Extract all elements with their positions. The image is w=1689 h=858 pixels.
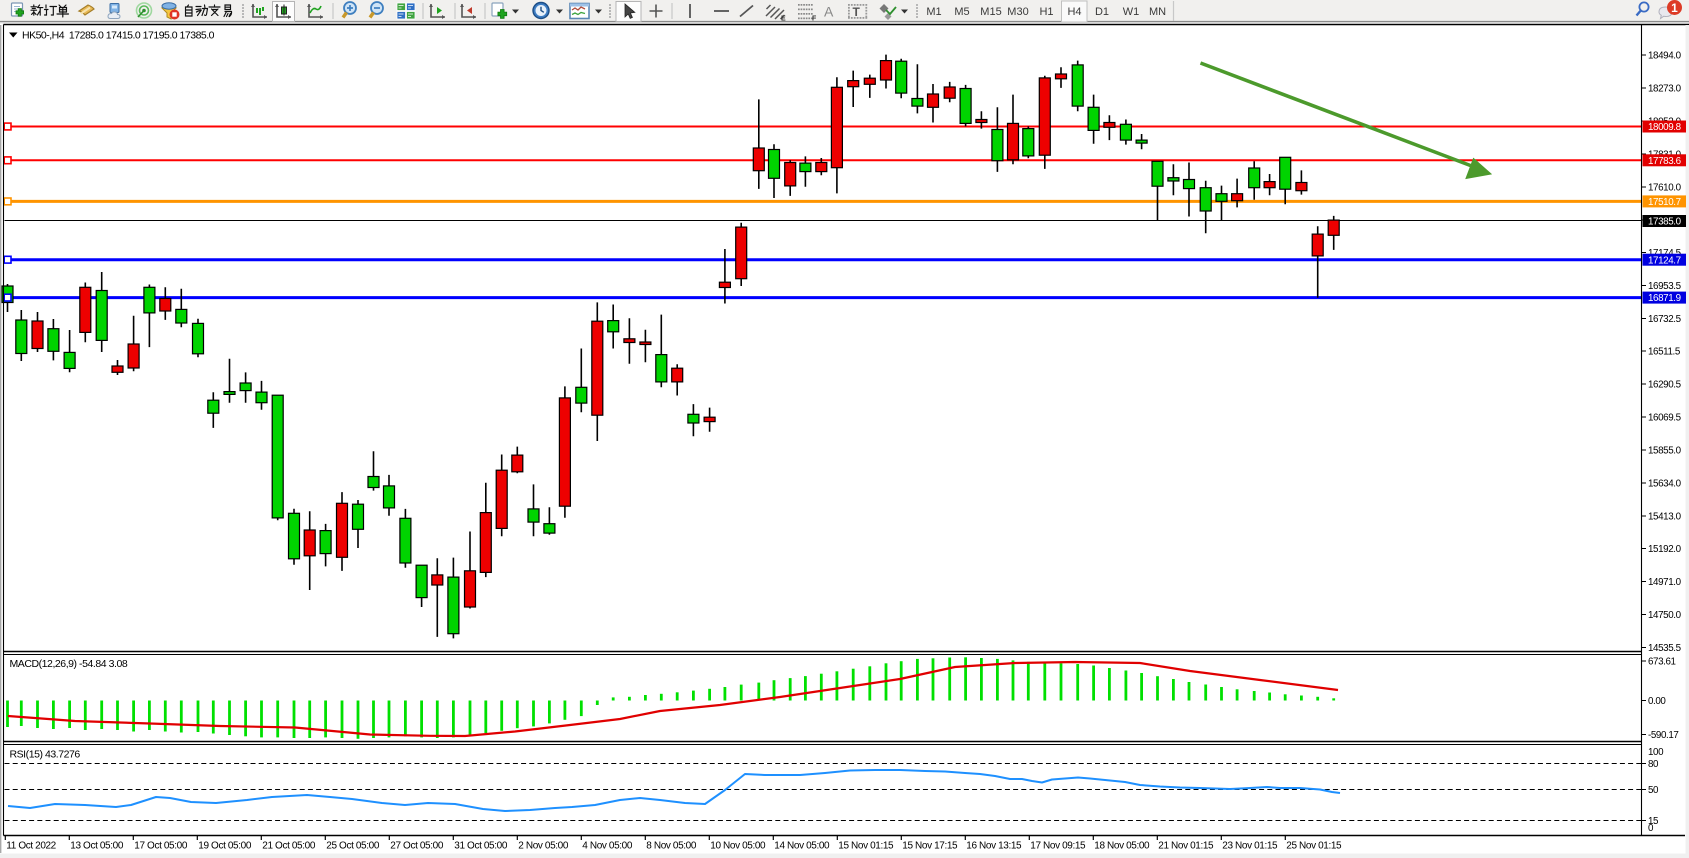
svg-text:16069.5: 16069.5 bbox=[1648, 413, 1682, 424]
svg-text:15855.0: 15855.0 bbox=[1648, 446, 1682, 457]
svg-text:15192.0: 15192.0 bbox=[1648, 544, 1682, 555]
svg-text:D1: D1 bbox=[1095, 6, 1109, 18]
svg-text:17610.0: 17610.0 bbox=[1648, 183, 1682, 194]
svg-text:18 Nov 05:00: 18 Nov 05:00 bbox=[1094, 841, 1150, 852]
svg-text:18273.0: 18273.0 bbox=[1648, 84, 1682, 95]
svg-text:21 Nov 01:15: 21 Nov 01:15 bbox=[1158, 841, 1214, 852]
svg-text:31 Oct 05:00: 31 Oct 05:00 bbox=[454, 841, 508, 852]
svg-text:13 Oct 05:00: 13 Oct 05:00 bbox=[70, 841, 124, 852]
svg-text:17124.7: 17124.7 bbox=[1648, 255, 1681, 266]
svg-text:4 Nov 05:00: 4 Nov 05:00 bbox=[582, 841, 633, 852]
svg-text:M5: M5 bbox=[954, 6, 969, 18]
svg-text:17385.0: 17385.0 bbox=[1648, 217, 1682, 228]
svg-text:15 Nov 01:15: 15 Nov 01:15 bbox=[838, 841, 894, 852]
svg-text:18009.8: 18009.8 bbox=[1648, 122, 1682, 133]
svg-text:0: 0 bbox=[1648, 823, 1654, 834]
svg-text:17174.5: 17174.5 bbox=[1648, 248, 1682, 259]
svg-text:17510.7: 17510.7 bbox=[1648, 197, 1681, 208]
svg-text:M15: M15 bbox=[980, 6, 1001, 18]
svg-text:18494.0: 18494.0 bbox=[1648, 51, 1682, 62]
svg-text:11 Oct 2022: 11 Oct 2022 bbox=[6, 841, 56, 852]
svg-text:MN: MN bbox=[1149, 6, 1166, 18]
svg-text:14971.0: 14971.0 bbox=[1648, 577, 1682, 588]
svg-text:RSI(15) 43.7276: RSI(15) 43.7276 bbox=[10, 749, 81, 761]
svg-text:25 Nov 01:15: 25 Nov 01:15 bbox=[1286, 841, 1342, 852]
svg-text:15413.0: 15413.0 bbox=[1648, 512, 1682, 523]
svg-text:27 Oct 05:00: 27 Oct 05:00 bbox=[390, 841, 444, 852]
svg-text:2 Nov 05:00: 2 Nov 05:00 bbox=[518, 841, 569, 852]
svg-text:15: 15 bbox=[1648, 816, 1659, 827]
svg-text:16290.5: 16290.5 bbox=[1648, 380, 1682, 391]
svg-text:23 Nov 01:15: 23 Nov 01:15 bbox=[1222, 841, 1278, 852]
svg-text:T: T bbox=[853, 5, 861, 19]
svg-text:15634.0: 15634.0 bbox=[1648, 479, 1682, 490]
svg-text:E: E bbox=[781, 16, 786, 23]
svg-text:MACD(12,26,9) -54.84 3.08: MACD(12,26,9) -54.84 3.08 bbox=[10, 658, 128, 670]
svg-text:16953.5: 16953.5 bbox=[1648, 281, 1682, 292]
svg-text:17 Nov 09:15: 17 Nov 09:15 bbox=[1030, 841, 1086, 852]
svg-text:50: 50 bbox=[1648, 785, 1659, 796]
svg-text:1: 1 bbox=[1671, 1, 1678, 15]
svg-text:M1: M1 bbox=[926, 6, 941, 18]
svg-text:14535.5: 14535.5 bbox=[1648, 643, 1682, 654]
svg-text:17 Oct 05:00: 17 Oct 05:00 bbox=[134, 841, 188, 852]
svg-text:H4: H4 bbox=[1067, 6, 1081, 18]
svg-text:21 Oct 05:00: 21 Oct 05:00 bbox=[262, 841, 316, 852]
svg-text:15 Nov 17:15: 15 Nov 17:15 bbox=[902, 841, 958, 852]
svg-text:0.00: 0.00 bbox=[1648, 696, 1666, 707]
svg-text:M30: M30 bbox=[1007, 6, 1028, 18]
svg-text:-590.17: -590.17 bbox=[1648, 730, 1678, 741]
svg-text:F: F bbox=[812, 16, 817, 23]
svg-text:14750.0: 14750.0 bbox=[1648, 610, 1682, 621]
svg-text:16871.9: 16871.9 bbox=[1648, 293, 1681, 304]
svg-text:HK50-,H4 17285.0 17415.0 1719: HK50-,H4 17285.0 17415.0 17195.0 17385.0 bbox=[22, 30, 215, 42]
svg-text:80: 80 bbox=[1648, 759, 1659, 770]
svg-text:100: 100 bbox=[1648, 747, 1664, 758]
svg-text:16511.5: 16511.5 bbox=[1648, 347, 1681, 358]
svg-text:H1: H1 bbox=[1039, 6, 1053, 18]
svg-text:A: A bbox=[824, 4, 834, 20]
svg-text:10 Nov 05:00: 10 Nov 05:00 bbox=[710, 841, 766, 852]
svg-text:673.61: 673.61 bbox=[1648, 657, 1676, 668]
svg-text:16732.5: 16732.5 bbox=[1648, 314, 1682, 325]
svg-text:16 Nov 13:15: 16 Nov 13:15 bbox=[966, 841, 1022, 852]
svg-text:25 Oct 05:00: 25 Oct 05:00 bbox=[326, 841, 380, 852]
svg-text:19 Oct 05:00: 19 Oct 05:00 bbox=[198, 841, 252, 852]
svg-text:14 Nov 05:00: 14 Nov 05:00 bbox=[774, 841, 830, 852]
svg-text:17783.6: 17783.6 bbox=[1648, 156, 1682, 167]
svg-text:W1: W1 bbox=[1123, 6, 1140, 18]
svg-text:8 Nov 05:00: 8 Nov 05:00 bbox=[646, 841, 697, 852]
